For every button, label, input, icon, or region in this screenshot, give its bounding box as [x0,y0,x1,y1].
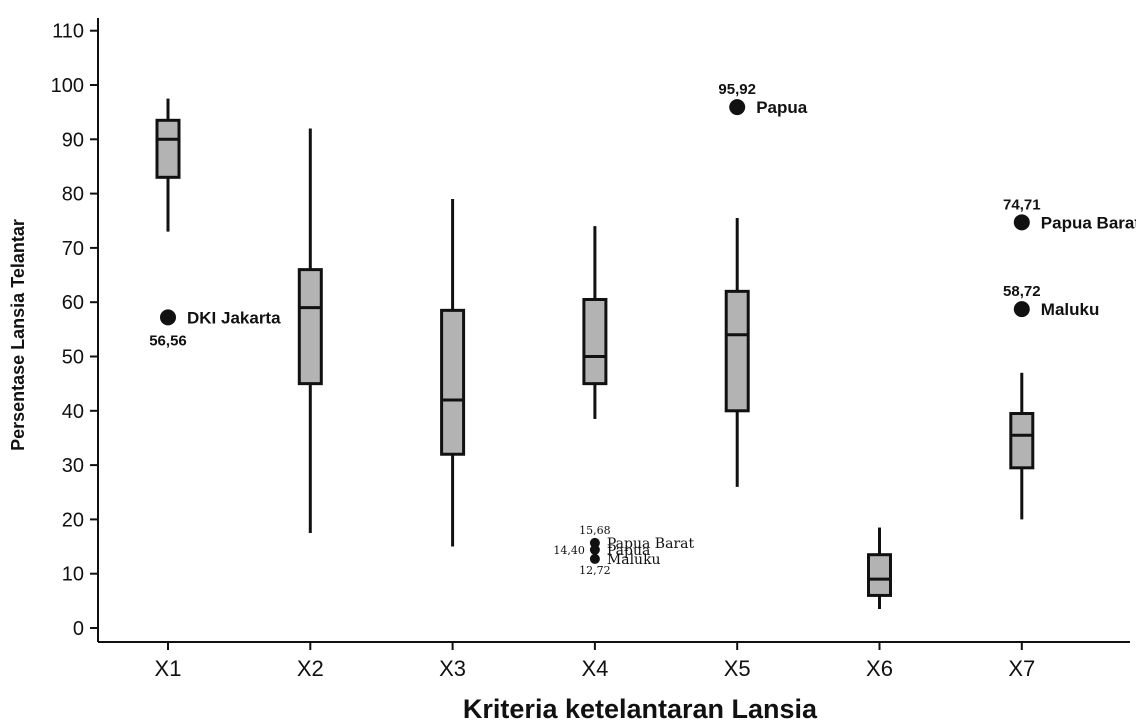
x-tick-label: X6 [866,656,893,681]
outlier-name-label: Papua [756,98,808,117]
outlier-marker [729,99,746,116]
x-tick-label: X2 [297,656,324,681]
y-axis-label: Persentase Lansia Telantar [8,219,28,451]
y-tick-label: 40 [62,401,84,423]
x-tick-label: X5 [724,656,751,681]
y-tick-label: 90 [62,129,84,151]
outlier-name-label: Maluku [607,552,661,568]
box-iqr [440,308,466,456]
axes [97,18,1130,643]
x-tick-label: X3 [439,656,466,681]
box-iqr [155,118,181,179]
y-tick-label: 30 [62,455,84,477]
y-tick-label: 50 [62,347,84,369]
outlier-value-label: 14,40 [553,544,585,557]
box-x7 [1009,372,1035,520]
box-x1 [155,98,181,232]
outlier-name-label: DKI Jakarta [187,308,281,327]
outlier-value-label: 15,68 [579,524,611,537]
y-tick-label: 0 [73,618,84,640]
boxes [155,98,1035,609]
x-tick-label: X7 [1008,656,1035,681]
box-iqr [582,297,608,386]
box-iqr [867,553,892,597]
outlier-value-label: 74,71 [1003,196,1041,213]
x-tick-label: X1 [155,656,182,681]
outlier-marker [1013,301,1030,318]
x-tick-label: X4 [581,656,608,681]
box-x3 [440,199,466,547]
box-x4 [582,226,608,419]
box-x6 [867,527,892,609]
x-axis-label: Kriteria ketelantaran Lansia [463,694,818,724]
outlier-value-label: 56,56 [149,332,187,349]
outlier-marker [589,537,600,548]
outlier-marker [160,309,176,326]
box-iqr [724,289,750,413]
box-x5 [724,218,750,487]
outlier-marker [589,553,600,564]
y-tick-label: 10 [62,564,84,586]
outlier-marker [589,544,600,555]
box-iqr [297,268,323,386]
outlier-name-label: Papua [607,543,650,559]
y-tick-label: 20 [62,509,84,531]
y-tick-label: 70 [62,238,84,260]
y-tick-label: 110 [52,21,84,43]
outlier-name-label: Papua Barat [607,536,695,552]
y-axis-ticks: 0 10 20 30 40 50 60 70 80 90 100 110 [51,21,98,640]
outlier-point: Papua 14,40 [553,543,650,559]
box-x2 [297,128,323,533]
outlier-marker [1013,214,1030,231]
box-iqr [1009,412,1035,470]
outlier-name-label: Papua Barat [1041,213,1136,232]
y-tick-label: 60 [62,292,84,314]
x-axis-ticks: X1 X2 X3 X4 X5 X6 X7 [155,642,1035,681]
outlier-value-label: 12,72 [579,564,611,577]
outlier-name-label: Maluku [1041,300,1100,319]
outlier-value-label: 95,92 [718,81,756,98]
y-tick-label: 80 [62,184,84,206]
outlier-value-label: 58,72 [1003,283,1041,300]
y-tick-label: 100 [51,75,84,97]
